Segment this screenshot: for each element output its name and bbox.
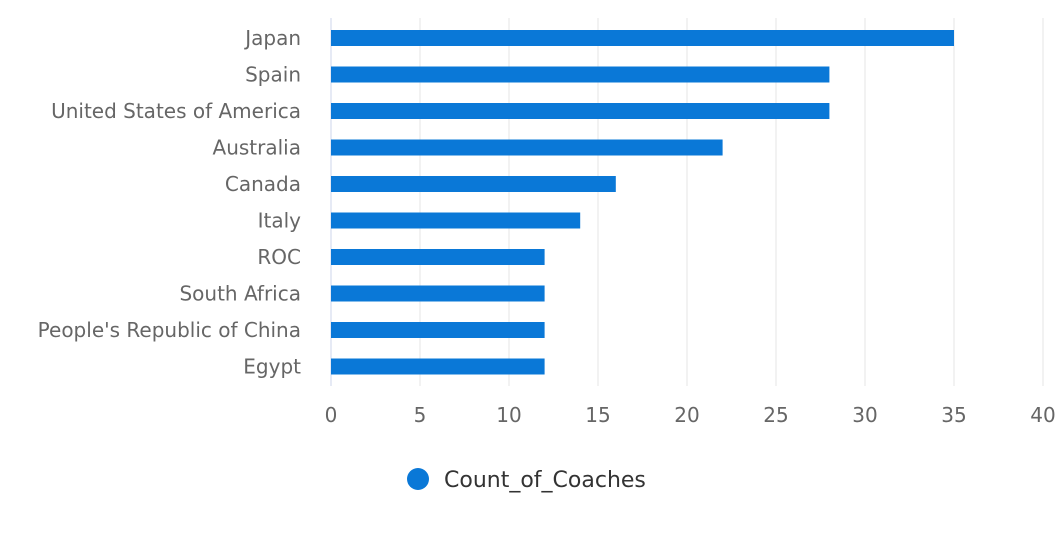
x-axis-tick-labels: 0 5 10 15 20 25 30 35 40 bbox=[325, 403, 1056, 427]
legend: Count_of_Coaches bbox=[407, 468, 646, 493]
bar-egypt[interactable] bbox=[331, 358, 545, 375]
category-labels: Japan Spain United States of America Austra… bbox=[38, 26, 301, 379]
x-tick-label-25: 25 bbox=[763, 403, 788, 427]
category-label-united-states-of-america: United States of America bbox=[51, 99, 301, 123]
x-tick-label-40: 40 bbox=[1030, 403, 1055, 427]
bar-italy[interactable] bbox=[331, 212, 581, 229]
bar-south-africa[interactable] bbox=[331, 285, 545, 302]
x-tick-label-30: 30 bbox=[852, 403, 877, 427]
x-tick-label-15: 15 bbox=[585, 403, 610, 427]
x-tick-label-10: 10 bbox=[496, 403, 521, 427]
x-tick-label-0: 0 bbox=[325, 403, 338, 427]
bar-canada[interactable] bbox=[331, 176, 616, 192]
x-tick-label-5: 5 bbox=[414, 403, 427, 427]
bar-united-states-of-america[interactable] bbox=[331, 103, 830, 119]
category-label-spain: Spain bbox=[245, 63, 301, 87]
bar-spain[interactable] bbox=[331, 66, 830, 83]
category-label-south-africa: South Africa bbox=[179, 282, 301, 306]
category-label-australia: Australia bbox=[213, 136, 301, 160]
x-tick-label-35: 35 bbox=[941, 403, 966, 427]
legend-label-count-of-coaches[interactable]: Count_of_Coaches bbox=[444, 468, 646, 493]
bar-people-s-republic-of-china[interactable] bbox=[331, 322, 545, 338]
x-tick-label-20: 20 bbox=[674, 403, 699, 427]
bars bbox=[331, 30, 954, 375]
category-label-japan: Japan bbox=[243, 26, 301, 50]
category-label-canada: Canada bbox=[225, 172, 301, 196]
category-label-roc: ROC bbox=[257, 245, 301, 269]
category-label-people-s-republic-of-china: People's Republic of China bbox=[38, 318, 301, 342]
bar-japan[interactable] bbox=[331, 30, 954, 46]
category-label-egypt: Egypt bbox=[243, 355, 301, 379]
category-label-italy: Italy bbox=[258, 209, 302, 233]
legend-marker-icon[interactable] bbox=[407, 468, 429, 490]
bar-roc[interactable] bbox=[331, 249, 545, 265]
bar-australia[interactable] bbox=[331, 139, 723, 156]
